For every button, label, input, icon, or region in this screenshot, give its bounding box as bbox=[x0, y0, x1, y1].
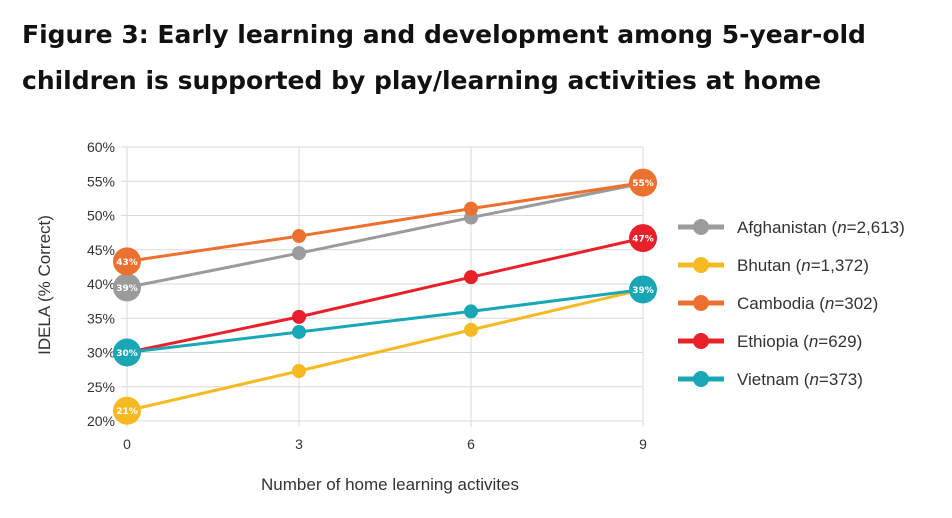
legend-label: Bhutan (n=1,372) bbox=[737, 256, 869, 275]
legend-swatch-dot bbox=[693, 219, 709, 235]
series-4: 30% 39% bbox=[113, 275, 657, 367]
y-axis-title: IDELA (% Correct) bbox=[35, 215, 54, 355]
y-tick-label: 60% bbox=[87, 139, 115, 155]
series-line bbox=[126, 288, 644, 413]
chart-title: Figure 3: Early learning and development… bbox=[22, 12, 922, 104]
data-point bbox=[292, 229, 306, 244]
y-tick-label: 45% bbox=[87, 242, 115, 258]
data-label: 47% bbox=[632, 235, 654, 245]
legend-item: Afghanistan (n=2,613) bbox=[678, 218, 905, 237]
data-point bbox=[464, 201, 478, 216]
data-point bbox=[464, 304, 478, 319]
legend-label: Vietnam (n=373) bbox=[737, 370, 863, 389]
x-axis-ticks: 0 3 6 9 bbox=[123, 436, 647, 452]
chart-title-line-2: children is supported by play/learning a… bbox=[22, 66, 822, 95]
series-3: 47% bbox=[120, 224, 657, 360]
series-line bbox=[126, 236, 644, 354]
data-point bbox=[629, 168, 657, 197]
series-1: 21% bbox=[113, 282, 650, 425]
data-point bbox=[113, 396, 141, 425]
legend-label: Afghanistan (n=2,613) bbox=[737, 218, 905, 237]
legend-swatch-dot bbox=[693, 295, 709, 311]
legend-swatch-dot bbox=[693, 333, 709, 349]
data-point bbox=[629, 224, 657, 253]
data-label: 43% bbox=[116, 258, 138, 268]
data-label: 55% bbox=[632, 179, 654, 189]
data-point bbox=[113, 273, 141, 302]
x-tick-label: 3 bbox=[295, 436, 303, 452]
y-tick-label: 25% bbox=[87, 379, 115, 395]
data-point bbox=[113, 338, 141, 367]
legend-label: Ethiopia (n=629) bbox=[737, 332, 862, 351]
data-label: 21% bbox=[116, 407, 138, 417]
data-point bbox=[464, 270, 478, 285]
x-tick-label: 6 bbox=[467, 436, 475, 452]
legend-item: Ethiopia (n=629) bbox=[678, 332, 862, 351]
data-point bbox=[292, 246, 306, 261]
data-point bbox=[292, 324, 306, 339]
x-axis-title: Number of home learning activites bbox=[261, 475, 519, 494]
legend: Afghanistan (n=2,613) Bhutan (n=1,372) Cam… bbox=[678, 218, 905, 389]
data-point bbox=[113, 247, 141, 276]
grid-lines bbox=[121, 146, 644, 427]
data-label: 30% bbox=[116, 349, 138, 359]
y-tick-label: 35% bbox=[87, 310, 115, 326]
legend-item: Vietnam (n=373) bbox=[678, 370, 863, 389]
y-tick-label: 40% bbox=[87, 276, 115, 292]
data-point bbox=[292, 309, 306, 324]
x-tick-label: 0 bbox=[123, 436, 131, 452]
series-line bbox=[126, 181, 644, 263]
legend-swatch-dot bbox=[693, 371, 709, 387]
data-point bbox=[629, 275, 657, 304]
data-label: 39% bbox=[632, 286, 654, 296]
series-2: 43% 55% bbox=[113, 168, 657, 276]
data-point bbox=[464, 322, 478, 337]
y-tick-label: 20% bbox=[87, 413, 115, 429]
data-label: 39% bbox=[116, 284, 138, 294]
x-tick-label: 9 bbox=[639, 436, 647, 452]
series-line bbox=[126, 181, 644, 289]
series-line bbox=[126, 287, 644, 354]
legend-item: Bhutan (n=1,372) bbox=[678, 256, 869, 275]
y-tick-label: 30% bbox=[87, 345, 115, 361]
legend-label: Cambodia (n=302) bbox=[737, 294, 878, 313]
chart-title-line-1: Figure 3: Early learning and development… bbox=[22, 20, 866, 49]
data-point bbox=[292, 363, 306, 378]
y-tick-label: 55% bbox=[87, 173, 115, 189]
y-axis-ticks: 20% 25% 30% 35% 40% 45% 50% 55% 60% bbox=[87, 139, 115, 429]
series-lines: 39% 21% 43% 55% 47% 30% 39% bbox=[113, 168, 657, 425]
legend-swatch-dot bbox=[693, 257, 709, 273]
y-tick-label: 50% bbox=[87, 208, 115, 224]
legend-item: Cambodia (n=302) bbox=[678, 294, 878, 313]
